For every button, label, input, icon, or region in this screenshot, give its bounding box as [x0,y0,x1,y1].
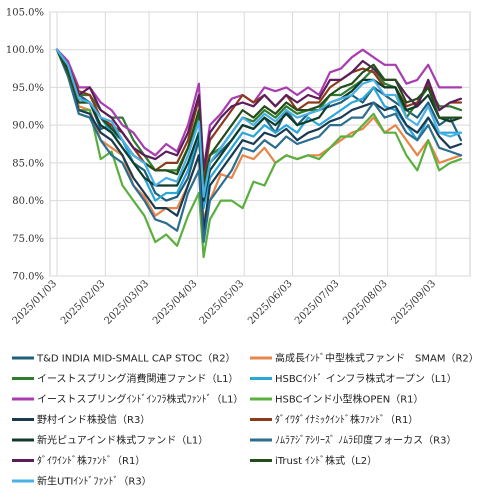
legend-label: ﾀﾞｲﾜﾀﾞｲﾅﾐｯｸｲﾝﾄﾞ株ﾌｧﾝﾄﾞ（R1） [275,413,418,426]
series-line-4 [55,48,463,210]
series-line-10 [55,48,463,244]
series-line-2 [55,48,463,221]
legend-label: 野村インド株投信（R3） [37,413,150,426]
y-tick-label: 70.0% [12,272,44,283]
x-tick-label: 2025/05/03 [198,278,247,327]
y-tick-label: 100.0% [6,45,44,56]
legend-label: HSBCｲﾝﾄﾞ インフラ株式オープン（L1） [275,372,457,385]
legend-label: ﾀﾞｲﾜｲﾝﾄﾞ株ﾌｧﾝﾄﾞ（R1） [37,454,145,467]
grid-lines [49,11,471,277]
x-tick-label: 2025/08/03 [341,278,390,327]
series-line-6 [55,48,463,259]
x-tick-label: 2025/07/03 [293,278,342,327]
y-tick-label: 90.0% [12,121,44,132]
series-line-9 [55,48,463,202]
series-line-3 [55,48,463,187]
y-tick-label: 75.0% [12,234,44,245]
x-tick-label: 2025/02/03 [59,278,108,327]
legend: T&D INDIA MID-SMALL CAP STOC（R2） 高成長ｲﾝﾄﾞ中… [12,352,479,488]
legend-label: ﾉﾑﾗｱｼﾞｱｼﾘｰｽﾞ ﾉﾑﾗ印度フォーカス（R3） [275,434,457,447]
y-tick-label: 105.0% [6,8,44,19]
y-tick-label: 85.0% [12,158,44,169]
legend-label: 新光ピュアインド株式ファンド（L1） [37,434,208,447]
x-tick-label: 2025/01/03 [11,278,60,327]
x-tick-label: 2025/06/03 [246,278,295,327]
x-tick-label: 2025/03/03 [103,278,152,327]
series-lines [55,48,463,259]
legend-label: 新生UTIｲﾝﾄﾞﾌｧﾝﾄﾞ（R3） [37,475,152,488]
y-axis: 70.0% 75.0% 80.0% 85.0% 90.0% 95.0% 100.0% 105.… [6,8,44,283]
y-tick-label: 80.0% [12,196,44,207]
legend-label: iTrust ｲﾝﾄﾞ株式（L2） [275,454,377,467]
x-tick-label: 2025/04/03 [151,278,200,327]
x-tick-label: 2025/09/03 [390,278,439,327]
legend-label: HSBCインド小型株OPEN（R1） [275,393,424,406]
legend-label: イーストスプリングｲﾝﾄﾞｲﾝﾌﾗ株式ﾌｧﾝﾄﾞ（L1） [37,393,243,406]
y-tick-label: 95.0% [12,83,44,94]
series-line-13 [55,48,463,198]
legend-label: 高成長ｲﾝﾄﾞ中型株式ファンド SMAM（R2） [275,352,479,365]
legend-label: イーストスプリング消費関連ファンド（L1） [37,372,238,385]
series-line-7 [55,48,463,232]
legend-label: T&D INDIA MID-SMALL CAP STOC（R2） [36,353,236,365]
